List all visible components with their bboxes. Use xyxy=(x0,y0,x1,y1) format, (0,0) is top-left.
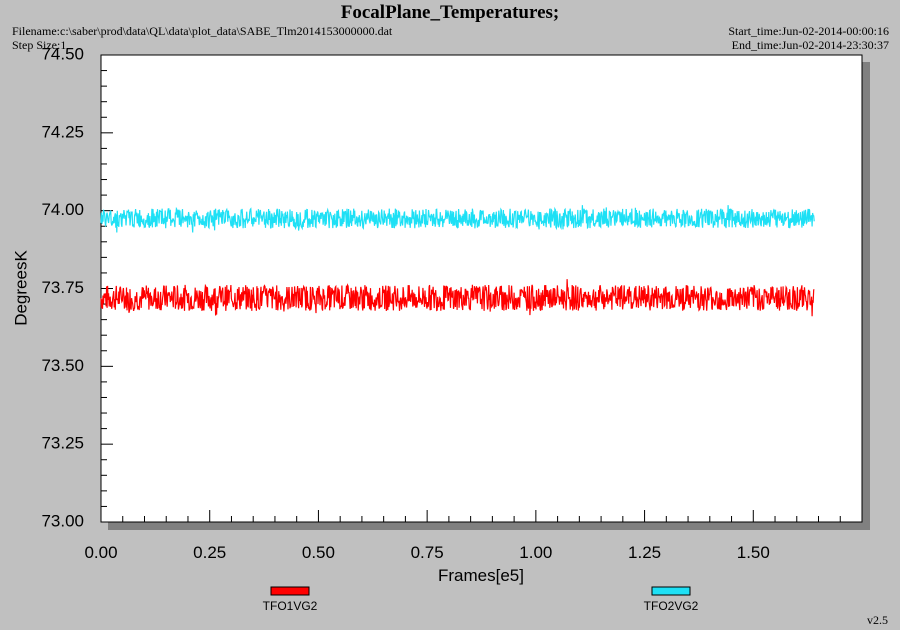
x-tick-label: 0.50 xyxy=(302,543,335,562)
x-tick-label: 0.00 xyxy=(84,543,117,562)
filename-label: Filename:c:\saber\prod\data\QL\data\plot… xyxy=(12,24,393,38)
legend-label-tfo2vg2: TFO2VG2 xyxy=(644,599,699,613)
x-axis-title: Frames[e5] xyxy=(438,566,524,585)
y-tick-label: 73.50 xyxy=(41,356,84,375)
chart-title: FocalPlane_Temperatures; xyxy=(340,2,560,23)
legend-swatch-tfo1vg2 xyxy=(270,586,310,596)
y-axis-title: DegreesK xyxy=(11,250,30,326)
y-tick-label: 73.25 xyxy=(41,434,84,453)
plot-area xyxy=(100,54,863,523)
minor-ticks xyxy=(100,54,863,523)
series-line-tfo1vg2 xyxy=(100,279,815,317)
y-tick-label: 74.25 xyxy=(41,122,84,141)
x-tick-label: 0.25 xyxy=(193,543,226,562)
y-tick-labels: 73.00 73.25 73.50 73.75 74.00 74.25 74.50 xyxy=(41,44,84,530)
series-line-tfo2vg2 xyxy=(100,205,815,233)
y-tick-label: 74.50 xyxy=(41,44,84,63)
x-tick-labels: 0.00 0.25 0.50 0.75 1.00 1.25 1.50 xyxy=(84,543,769,562)
x-tick-label: 1.50 xyxy=(737,543,770,562)
x-tick-label: 0.75 xyxy=(411,543,444,562)
y-tick-label: 73.00 xyxy=(41,511,84,530)
start-time-label: Start_time:Jun-02-2014-00:00:16 xyxy=(728,24,889,38)
version-label: v2.5 xyxy=(867,613,888,627)
end-time-label: End_time:Jun-02-2014-23:30:37 xyxy=(731,38,889,52)
y-tick-label: 73.75 xyxy=(41,278,84,297)
legend: TFO1VG2 TFO2VG2 xyxy=(263,586,699,613)
x-tick-label: 1.00 xyxy=(519,543,552,562)
step-size-label: Step Size:1 xyxy=(12,38,67,52)
series-layer xyxy=(100,205,815,317)
legend-swatch-tfo2vg2 xyxy=(651,586,691,596)
x-tick-label: 1.25 xyxy=(628,543,661,562)
y-tick-label: 74.00 xyxy=(41,200,84,219)
legend-label-tfo1vg2: TFO1VG2 xyxy=(263,599,318,613)
